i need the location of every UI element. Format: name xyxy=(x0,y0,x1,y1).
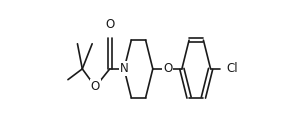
Text: Cl: Cl xyxy=(226,62,238,75)
Text: O: O xyxy=(105,18,114,31)
Text: O: O xyxy=(163,62,172,75)
Text: O: O xyxy=(91,80,100,93)
Text: N: N xyxy=(120,62,128,75)
